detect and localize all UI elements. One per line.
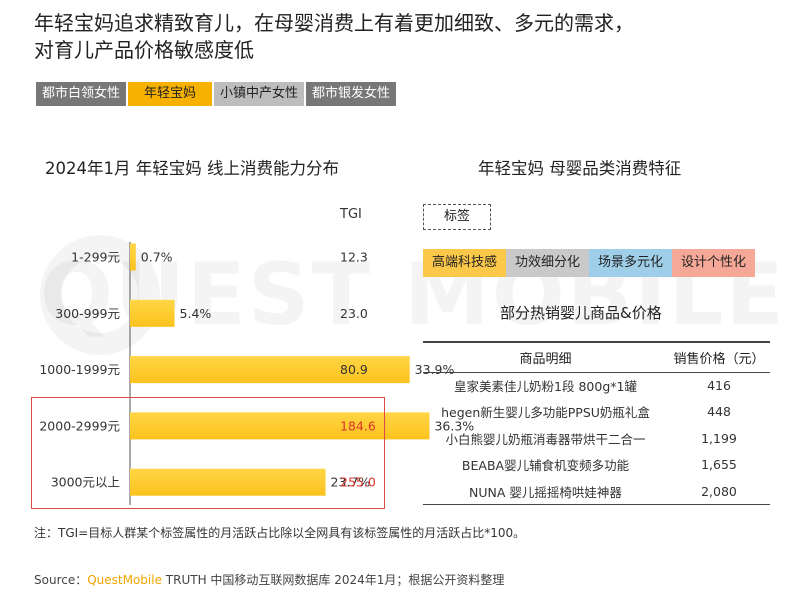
tag-scenario-diversity: 场景多元化 (589, 249, 673, 277)
table-row: hegen新生婴儿多功能PPSU奶瓶礼盒 448 (423, 399, 770, 426)
tgi-value: 80.9 (340, 362, 368, 377)
category-label: 1000-1999元 (39, 362, 120, 377)
col-header-price: 销售价格（元） (668, 341, 770, 373)
product-name: hegen新生婴儿多功能PPSU奶瓶礼盒 (441, 405, 650, 421)
product-price: 2,080 (668, 478, 770, 505)
right-panel-title: 年轻宝妈 母婴品类消费特征 (478, 159, 682, 178)
product-price: 1,655 (701, 457, 737, 473)
bar (130, 356, 410, 384)
value-label: 23.7% (331, 475, 371, 490)
tab-young-mothers[interactable]: 年轻宝妈 (128, 82, 213, 106)
audience-tabs: 都市白领女性 年轻宝妈 小镇中产女性 都市银发女性 (36, 82, 397, 106)
tab-urban-white-collar[interactable]: 都市白领女性 (36, 82, 127, 106)
table-row: 小白熊婴儿奶瓶消毒器带烘干二合一 1,199 (423, 425, 770, 452)
table-row: BEABA婴儿辅食机变频多功能 1,655 (423, 452, 770, 479)
source-brand: QuestMobile (87, 573, 162, 587)
product-price: 1,199 (701, 430, 737, 446)
tgi-value: 23.0 (340, 306, 368, 321)
page-headline: 年轻宝妈追求精致育儿，在母婴消费上有着更加细致、多元的需求，对育儿产品价格敏感度… (34, 11, 634, 62)
category-label: 1-299元 (71, 250, 120, 265)
source-line: Source：QuestMobile TRUTH 中国移动互联网数据库 2024… (34, 571, 504, 588)
bar (130, 412, 430, 440)
highlight-box (31, 397, 385, 509)
product-price: 416 (707, 378, 731, 393)
table-row: NUNA 婴儿摇摇椅哄娃神器 2,080 (423, 478, 770, 505)
product-name: 皇家美素佳儿奶粉1段 800g*1罐 (454, 379, 637, 394)
value-label: 5.4% (180, 306, 212, 321)
tab-urban-silver-women[interactable]: 都市银发女性 (306, 82, 397, 106)
source-prefix: Source： (34, 573, 88, 587)
product-price: 448 (707, 404, 731, 420)
source-rest: TRUTH 中国移动互联网数据库 2024年1月；根据公开资料整理 (161, 573, 505, 587)
table-header-row: 商品明细 销售价格（元） (423, 341, 770, 373)
tag-high-end-tech: 高端科技感 (423, 249, 507, 277)
product-name: BEABA婴儿辅食机变频多功能 (461, 458, 630, 474)
category-label: 2000-2999元 (39, 418, 120, 433)
bar (130, 243, 136, 271)
product-name: 小白熊婴儿奶瓶消毒器带烘干二合一 (445, 431, 646, 447)
product-name: NUNA 婴儿摇摇椅哄娃神器 (423, 478, 668, 505)
category-label: 300-999元 (55, 306, 120, 321)
tgi-value: 255.0 (340, 475, 376, 490)
value-label: 0.7% (141, 250, 173, 265)
tag-label: 标签 (423, 204, 491, 230)
chart-title: 2024年1月 年轻宝妈 线上消费能力分布 (45, 159, 339, 178)
tab-small-town-middle-class[interactable]: 小镇中产女性 (214, 82, 305, 106)
footnote: 注：TGI=目标人群某个标签属性的月活跃占比除以全网具有该标签属性的月活跃占比*… (34, 526, 526, 540)
category-label: 3000元以上 (51, 475, 120, 490)
tgi-header: TGI (340, 207, 362, 222)
table-title: 部分热销婴儿商品&价格 (500, 304, 662, 322)
col-header-product: 商品明细 (423, 341, 668, 373)
tag-row: 高端科技感 功效细分化 场景多元化 设计个性化 (423, 249, 756, 277)
bar (130, 468, 326, 496)
bar (130, 299, 175, 327)
value-label: 36.3% (434, 418, 474, 433)
tag-design-personalization: 设计个性化 (672, 249, 756, 277)
tgi-value: 184.6 (340, 418, 376, 433)
table-row: 皇家美素佳儿奶粉1段 800g*1罐 416 (423, 372, 770, 399)
tgi-value: 12.3 (340, 250, 368, 265)
tag-function-segmentation: 功效细分化 (506, 249, 590, 277)
products-table: 商品明细 销售价格（元） 皇家美素佳儿奶粉1段 800g*1罐 416 hege… (423, 341, 770, 505)
